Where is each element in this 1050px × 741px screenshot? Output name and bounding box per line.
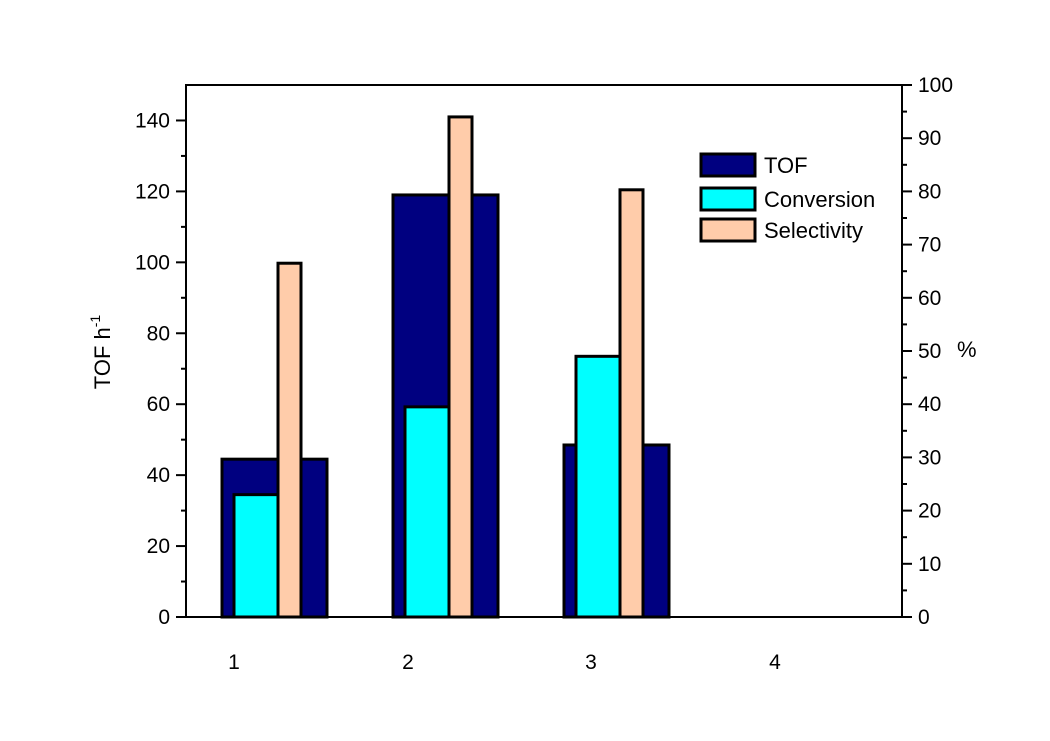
x-tick-label: 2	[402, 651, 414, 674]
y-left-tick-label: 60	[147, 393, 170, 416]
y-right-tick-label: 20	[918, 500, 941, 523]
bars-layer	[220, 115, 671, 619]
y-axis-left-title: TOF h-1	[87, 315, 115, 390]
x-tick-label: 3	[585, 651, 597, 674]
legend-label-conversion: Conversion	[764, 187, 875, 212]
x-tick-label: 4	[769, 651, 781, 674]
legend: TOF Conversion Selectivity	[699, 152, 875, 243]
y-right-tick-label: 10	[918, 553, 941, 576]
y-right-tick-label: 80	[918, 180, 941, 203]
legend-label-tof: TOF	[764, 153, 808, 178]
y-right-tick-label: 100	[918, 74, 953, 97]
bar-selectivity-1	[276, 261, 303, 619]
y-right-tick-label: 30	[918, 446, 941, 469]
y-left-tick-label: 20	[147, 535, 170, 558]
y-axis-right-title: %	[957, 337, 977, 362]
y-left-tick-label: 40	[147, 464, 170, 487]
y-right-tick-label: 0	[918, 606, 930, 629]
y-right-tick-label: 90	[918, 127, 941, 150]
y-left-tick-label: 140	[135, 109, 170, 132]
y-right-tick-label: 60	[918, 287, 941, 310]
y-left-tick-label: 0	[158, 606, 170, 629]
legend-swatch-selectivity	[699, 217, 757, 243]
y-left-tick-label: 120	[135, 180, 170, 203]
axes-layer: 0 20 40 60 80 100 120 140 0 10 20 30 40 50 60 70 80 90 100…	[135, 74, 953, 674]
y-right-tick-label: 70	[918, 234, 941, 257]
bar-conversion-1	[232, 493, 281, 619]
y-left-tick-label: 80	[147, 322, 170, 345]
x-tick-label: 1	[228, 651, 240, 674]
y-right-tick-label: 40	[918, 393, 941, 416]
legend-swatch-tof	[699, 152, 757, 178]
y-right-tick-label: 50	[918, 340, 941, 363]
bar-selectivity-3	[618, 188, 645, 619]
bar-conversion-2	[403, 405, 452, 619]
legend-label-selectivity: Selectivity	[764, 218, 863, 243]
bar-selectivity-2	[447, 115, 474, 619]
legend-swatch-conversion	[699, 186, 757, 212]
y-left-tick-label: 100	[135, 251, 170, 274]
bar-conversion-3	[574, 354, 623, 619]
